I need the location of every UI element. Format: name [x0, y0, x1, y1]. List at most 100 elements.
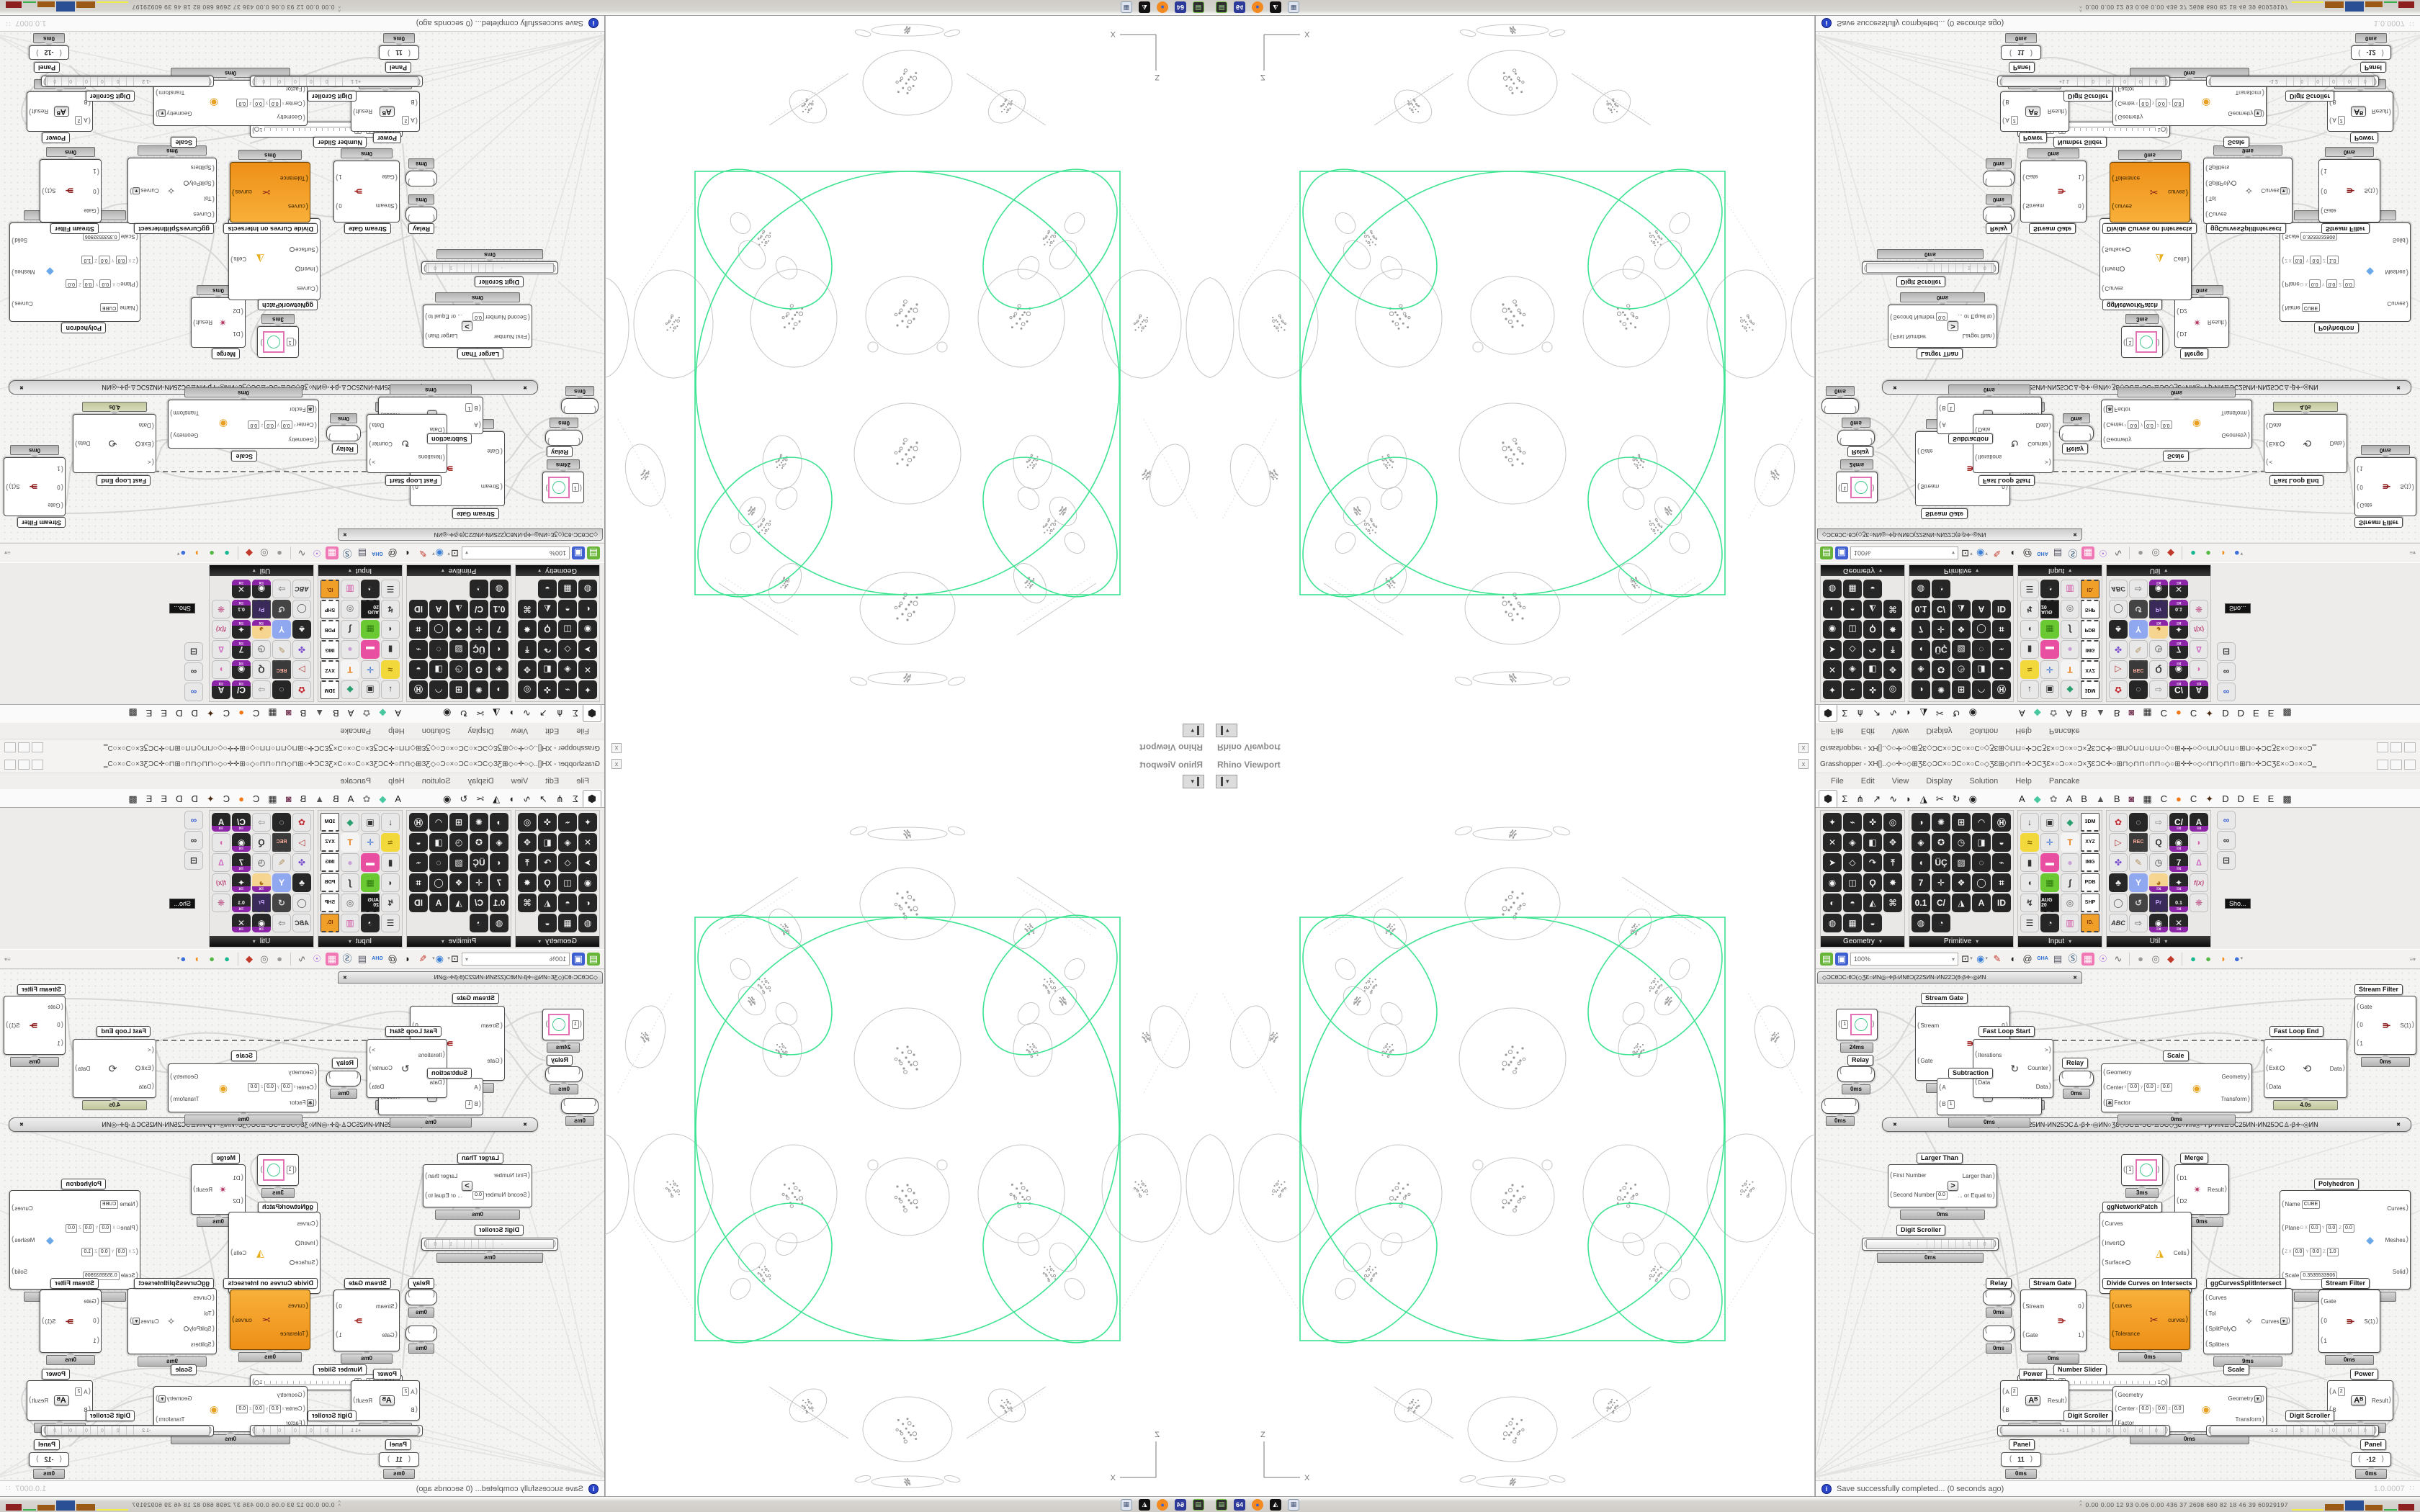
palette-icon[interactable]: ❖ [449, 873, 468, 892]
palette-icon[interactable]: ◔ [470, 580, 488, 598]
palette-icon[interactable]: AUG 20 [2040, 600, 2059, 618]
palette-icon[interactable]: Ⓗ [409, 680, 428, 699]
palette-icon[interactable]: ✦ [578, 680, 597, 699]
resize-grip[interactable]: ∷ [6, 19, 11, 27]
gh-node[interactable]: () [1983, 1290, 2015, 1305]
palette-icon[interactable]: ⌁ [409, 853, 428, 872]
palette-icon[interactable]: ✪ [470, 833, 488, 852]
palette-icon[interactable]: 0.1 [490, 894, 508, 912]
gh-node[interactable]: (Gate(0(1 ⋔ S(1)) [2354, 996, 2416, 1055]
palette-icon[interactable]: C/ [1932, 600, 1950, 618]
palette-icon[interactable]: ✥ [1883, 833, 1902, 852]
palette-icon[interactable]: ◗ [2190, 660, 2208, 679]
component-tab-1[interactable]: Σ [1842, 708, 1848, 719]
gh-node[interactable]: (1) [542, 472, 584, 503]
palette-icon[interactable]: ☰ [2020, 580, 2039, 598]
component-tab-13[interactable]: A [2066, 708, 2073, 719]
sketch-pen-icon[interactable]: ✎ [418, 548, 427, 559]
preview-eye-icon[interactable]: ◉ ▾ [1976, 548, 1988, 559]
palette-icon[interactable]: ◈ [558, 833, 577, 852]
palette-icon[interactable]: XYZ [321, 660, 339, 679]
close-button[interactable] [4, 742, 16, 753]
gh-node[interactable]: (-12) [29, 1452, 69, 1467]
component-tab-23[interactable]: D [2222, 793, 2229, 804]
palette-icon[interactable]: ◖ [381, 873, 400, 892]
palette-icon[interactable]: Ⓗ [1992, 813, 2011, 832]
component-tab-22[interactable]: ✦ [206, 793, 215, 804]
palette-icon[interactable]: ◔ [2040, 580, 2059, 598]
wires-icon[interactable]: ∿ [297, 953, 306, 964]
bulb-icon[interactable]: ☉ [313, 548, 321, 559]
palette-icon[interactable]: ❋ [2190, 894, 2208, 912]
menu-display[interactable]: Display [467, 777, 494, 786]
palette-icon[interactable]: ▷ [2109, 660, 2128, 679]
palette-icon[interactable]: ▥ [2061, 580, 2079, 598]
component-tab-27[interactable]: ▩ [2282, 793, 2292, 804]
component-tab-1[interactable]: Σ [1842, 793, 1848, 804]
palette-icon[interactable]: ID [1992, 894, 2011, 912]
component-tab-13[interactable]: A [2066, 793, 2073, 804]
palette-icon[interactable]: ∞ [184, 662, 203, 681]
palette-icon[interactable]: ◠ [429, 680, 448, 699]
palette-icon[interactable]: ✤ [292, 640, 311, 659]
gem-blue-icon[interactable]: ● ▾ [176, 548, 187, 559]
palette-icon[interactable]: ♣ [292, 620, 311, 639]
palette-icon[interactable]: ▣ [2040, 813, 2059, 832]
palette-icon[interactable]: ✦ [1823, 813, 1842, 832]
palette-icon[interactable]: ◍ [1912, 580, 1930, 598]
palette-icon[interactable]: ✿ [2109, 680, 2128, 699]
palette-icon[interactable]: ◈ [1843, 833, 1862, 852]
gh-node[interactable]: () [561, 1098, 599, 1114]
gh-node[interactable]: (D1(D2 ✴ Result) [191, 297, 246, 348]
gh-node[interactable]: (· 1 0) [421, 1238, 558, 1251]
palette-icon[interactable]: ID [409, 894, 428, 912]
gh-node[interactable]: (A 2(B Aᴮ Result) [2327, 1380, 2393, 1421]
palette-icon[interactable]: ◒ [538, 914, 557, 932]
gh-node[interactable]: (A 2(B Aᴮ Result) [2000, 91, 2069, 132]
gh-node[interactable]: () [1983, 171, 2015, 186]
palette-footer-primitive[interactable]: Primitive ▾ [407, 936, 511, 947]
component-tab-21[interactable]: C [223, 793, 230, 804]
camera-icon[interactable]: ◖ [2009, 548, 2015, 559]
viewport-close-icon[interactable]: x [611, 743, 622, 753]
palette-icon[interactable]: ◨ [429, 833, 448, 852]
palette-icon[interactable]: ABC [2109, 914, 2128, 932]
palette-icon[interactable]: ◆ [2061, 680, 2079, 699]
palette-icon[interactable]: ◕ [252, 873, 271, 892]
component-tab-26[interactable]: E [2267, 793, 2275, 804]
palette-icon[interactable]: ✎ [2129, 853, 2148, 872]
palette-icon[interactable]: ◷ [2149, 640, 2168, 659]
palette-icon[interactable]: ⌁ [1992, 853, 2011, 872]
component-tab-11[interactable]: ◆ [2033, 708, 2041, 719]
close-button[interactable] [2404, 759, 2416, 770]
palette-icon[interactable]: ◐ [578, 600, 597, 618]
toolbar-overflow-icon[interactable]: ≡▾ [2409, 549, 2416, 557]
component-tab-0[interactable]: ⬢ [1819, 705, 1838, 722]
palette-icon[interactable]: ⇨ [272, 580, 291, 598]
palette-icon[interactable]: ▦ [361, 873, 380, 892]
gh-node[interactable]: (11) [379, 45, 419, 60]
component-tab-13[interactable]: A [347, 708, 354, 719]
palette-icon[interactable]: ABC [2109, 580, 2128, 598]
palette-icon[interactable]: ➤ [578, 853, 597, 872]
gh-node[interactable]: (· 1 0) [421, 261, 558, 274]
palette-icon[interactable]: Q [252, 660, 271, 679]
gh-canvas[interactable]: ◇ƆCθƆC◦θƆ(◇ƷƐ○ИN◎◦✛β◦ИNθƆ(22SИN◦ИN22Ɔ(θ◦… [0, 969, 604, 1480]
gh-node[interactable]: (Gate(0(1 ⋔ S(1)) [40, 1290, 102, 1353]
palette-icon[interactable]: ◌ [2129, 680, 2148, 699]
palette-icon[interactable]: ◷ [449, 660, 468, 679]
palette-icon[interactable]: ◒ [1863, 914, 1882, 932]
component-tab-24[interactable]: D [176, 708, 183, 719]
palette-icon[interactable]: ▥ [341, 914, 359, 932]
menu-solution[interactable]: Solution [1969, 726, 1999, 735]
palette-icon[interactable]: 3DM [321, 680, 339, 699]
palette-icon[interactable]: ✛ [2040, 833, 2059, 852]
component-tab-9[interactable]: ◉ [1968, 793, 1978, 804]
floppy64-icon[interactable]: 64 [1175, 1498, 1186, 1511]
palette-footer-geometry[interactable]: Geometry ▾ [516, 565, 599, 576]
sketch-pen-icon[interactable]: ✎ [418, 953, 427, 964]
palette-icon[interactable]: ↓ [2020, 680, 2039, 699]
palette-footer-input[interactable]: Input ▾ [318, 936, 402, 947]
palette-icon[interactable]: A [429, 600, 448, 618]
